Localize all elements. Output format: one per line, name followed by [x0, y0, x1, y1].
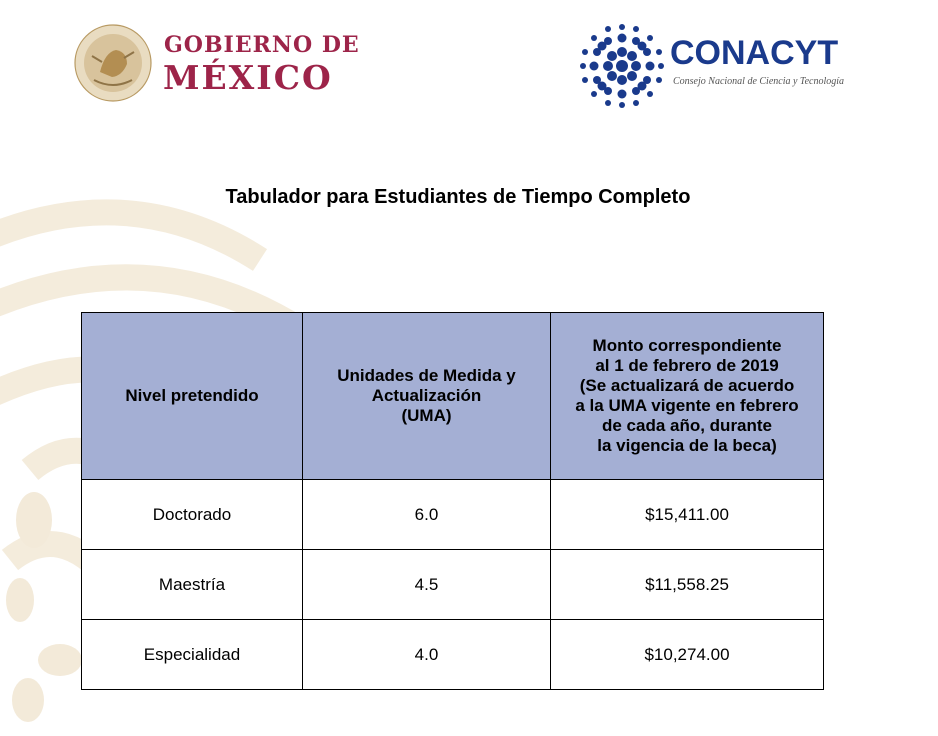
conacyt-name: CONACYT [670, 34, 839, 72]
gobierno-de-mexico-logo: GOBIERNO DE MÉXICO [72, 22, 362, 108]
cell-uma: 6.0 [302, 479, 551, 550]
cell-monto: $15,411.00 [550, 479, 824, 550]
cell-monto: $10,274.00 [550, 619, 824, 690]
gobierno-de-text: GOBIERNO DE [164, 32, 360, 58]
table-header-row: Nivel pretendido Unidades de Medida y Ac… [81, 312, 824, 480]
tabulador-table: Nivel pretendido Unidades de Medida y Ac… [81, 312, 824, 690]
conacyt-logo: CONACYT Consejo Nacional de Ciencia y Te… [580, 24, 880, 108]
cell-uma: 4.0 [302, 619, 551, 690]
header-nivel: Nivel pretendido [81, 312, 303, 480]
table-row: Doctorado 6.0 $15,411.00 [81, 479, 824, 550]
conacyt-dots-icon [580, 24, 664, 108]
table-row: Especialidad 4.0 $10,274.00 [81, 619, 824, 690]
header-uma: Unidades de Medida y Actualización (UMA) [302, 312, 551, 480]
cell-nivel: Especialidad [81, 619, 303, 690]
document-title: Tabulador para Estudiantes de Tiempo Com… [225, 186, 691, 208]
cell-nivel: Doctorado [81, 479, 303, 550]
mexico-text: MÉXICO [163, 58, 333, 97]
conacyt-subtitle: Consejo Nacional de Ciencia y Tecnología [673, 76, 845, 87]
header-monto: Monto correspondiente al 1 de febrero de… [550, 312, 824, 480]
cell-monto: $11,558.25 [550, 549, 824, 620]
cell-uma: 4.5 [302, 549, 551, 620]
cell-nivel: Maestría [81, 549, 303, 620]
mexico-seal-icon [74, 24, 152, 102]
table-row: Maestría 4.5 $11,558.25 [81, 549, 824, 620]
